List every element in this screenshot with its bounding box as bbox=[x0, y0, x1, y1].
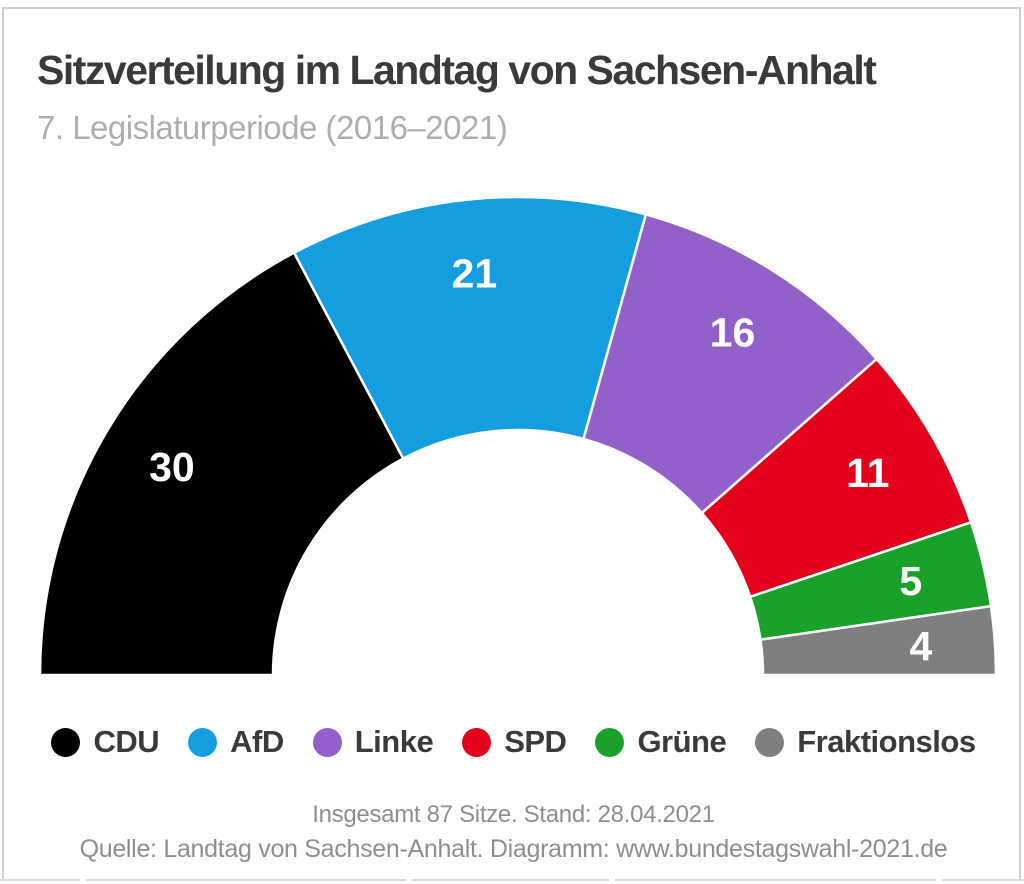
legend-color-dot-icon bbox=[51, 727, 81, 757]
legend-label: CDU bbox=[93, 724, 160, 759]
seat-distribution-half-donut-chart: 30 21 16 11 5 4 bbox=[38, 195, 998, 677]
chart-title: Sitzverteilung im Landtag von Sachsen-An… bbox=[37, 47, 877, 93]
segment-seat-count-grüne: 5 bbox=[899, 558, 922, 604]
next-row-card-tops bbox=[0, 879, 1024, 884]
legend-color-dot-icon bbox=[755, 727, 785, 757]
legend-item-linke[interactable]: Linke bbox=[312, 724, 434, 760]
segment-seat-count-spd: 11 bbox=[846, 450, 889, 496]
legend-label: AfD bbox=[230, 724, 284, 759]
legend-label: SPD bbox=[504, 724, 567, 759]
legend-item-fraktionslos[interactable]: Fraktionslos bbox=[755, 724, 976, 760]
legend-color-dot-icon bbox=[462, 727, 492, 757]
segment-seat-count-linke: 16 bbox=[710, 310, 756, 356]
cropped-card-top-edge bbox=[412, 879, 609, 884]
cropped-card-top-edge bbox=[942, 879, 1024, 884]
chart-legend: CDU AfD Linke SPD Grüne Fraktionslos bbox=[4, 724, 1023, 760]
segment-seat-count-fraktionslos: 4 bbox=[909, 623, 932, 669]
chart-source-line: Quelle: Landtag von Sachsen-Anhalt. Diag… bbox=[79, 835, 948, 863]
legend-label: Grüne bbox=[637, 724, 727, 759]
legend-label: Fraktionslos bbox=[797, 724, 976, 759]
segment-seat-count-afd: 21 bbox=[452, 250, 498, 296]
chart-segment-fraktionslos[interactable] bbox=[759, 604, 998, 677]
legend-color-dot-icon bbox=[312, 727, 342, 757]
chart-subtitle: 7. Legislaturperiode (2016–2021) bbox=[37, 109, 508, 146]
legend-color-dot-icon bbox=[188, 727, 218, 757]
legend-item-spd[interactable]: SPD bbox=[462, 724, 567, 760]
legend-item-grüne[interactable]: Grüne bbox=[595, 724, 727, 760]
legend-item-afd[interactable]: AfD bbox=[188, 724, 284, 760]
legend-color-dot-icon bbox=[595, 727, 625, 757]
chart-card: Sitzverteilung im Landtag von Sachsen-An… bbox=[2, 7, 1021, 879]
chart-status-line: Insgesamt 87 Sitze. Stand: 28.04.2021 bbox=[312, 801, 715, 828]
cropped-card-top-edge bbox=[615, 879, 936, 884]
chart-segment-afd[interactable] bbox=[292, 195, 648, 461]
legend-label: Linke bbox=[354, 724, 434, 759]
segment-seat-count-cdu: 30 bbox=[149, 444, 195, 490]
cropped-card-top-edge bbox=[0, 879, 80, 884]
cropped-card-top-edge bbox=[86, 879, 406, 884]
legend-item-cdu[interactable]: CDU bbox=[51, 724, 160, 760]
chart-segment-cdu[interactable] bbox=[38, 250, 405, 677]
chart-segment-linke[interactable] bbox=[582, 212, 879, 515]
